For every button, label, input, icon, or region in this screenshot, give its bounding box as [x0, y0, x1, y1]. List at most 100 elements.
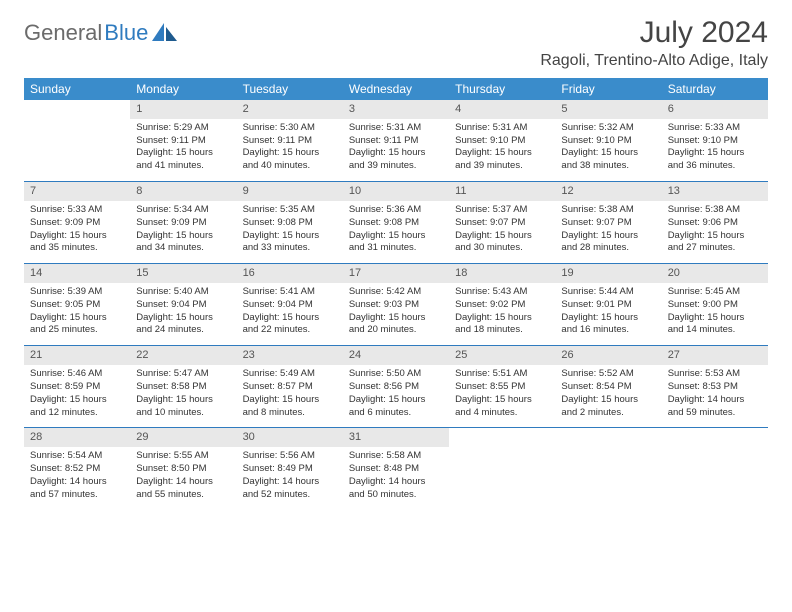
- calendar-header-row: SundayMondayTuesdayWednesdayThursdayFrid…: [24, 78, 768, 100]
- day-info: Sunrise: 5:50 AMSunset: 8:56 PMDaylight:…: [349, 368, 443, 419]
- day-info: Sunrise: 5:38 AMSunset: 9:06 PMDaylight:…: [668, 204, 762, 255]
- calendar-day-cell: 15Sunrise: 5:40 AMSunset: 9:04 PMDayligh…: [130, 264, 236, 346]
- sunset-text: Sunset: 9:00 PM: [668, 299, 762, 312]
- day-info: Sunrise: 5:36 AMSunset: 9:08 PMDaylight:…: [349, 204, 443, 255]
- sunrise-text: Sunrise: 5:50 AM: [349, 368, 443, 381]
- calendar-day-cell: 30 Sunrise: 5:56 AMSunset: 8:49 PMDayligh…: [237, 428, 343, 510]
- day-number: 19: [555, 264, 661, 283]
- day-info: Sunrise: 5:49 AMSunset: 8:57 PMDaylight:…: [243, 368, 337, 419]
- daylight-text: Daylight: 15 hours and 14 minutes.: [668, 312, 762, 338]
- day-number: 30: [237, 428, 343, 447]
- calendar-table: SundayMondayTuesdayWednesdayThursdayFrid…: [24, 78, 768, 509]
- day-info: Sunrise: 5:56 AMSunset: 8:49 PMDaylight:…: [243, 450, 337, 501]
- day-info: Sunrise: 5:43 AMSunset: 9:02 PMDaylight:…: [455, 286, 549, 337]
- sunrise-text: Sunrise: 5:49 AM: [243, 368, 337, 381]
- calendar-day-cell: 6Sunrise: 5:33 AMSunset: 9:10 PMDaylight…: [662, 100, 768, 182]
- sunrise-text: Sunrise: 5:29 AM: [136, 122, 230, 135]
- calendar-week-row: 21Sunrise: 5:46 AMSunset: 8:59 PMDayligh…: [24, 346, 768, 428]
- daylight-text: Daylight: 15 hours and 39 minutes.: [455, 147, 549, 173]
- sunset-text: Sunset: 8:54 PM: [561, 381, 655, 394]
- sunset-text: Sunset: 9:10 PM: [455, 135, 549, 148]
- calendar-day-cell: 2 Sunrise: 5:30 AMSunset: 9:11 PMDaylight…: [237, 100, 343, 182]
- sunrise-text: Sunrise: 5:38 AM: [561, 204, 655, 217]
- calendar-day-cell: 13Sunrise: 5:38 AMSunset: 9:06 PMDayligh…: [662, 182, 768, 264]
- day-number: [555, 428, 661, 447]
- sunrise-text: Sunrise: 5:41 AM: [243, 286, 337, 299]
- sunrise-text: Sunrise: 5:52 AM: [561, 368, 655, 381]
- sunrise-text: Sunrise: 5:38 AM: [668, 204, 762, 217]
- sunset-text: Sunset: 8:56 PM: [349, 381, 443, 394]
- sunrise-text: Sunrise: 5:58 AM: [349, 450, 443, 463]
- day-info: Sunrise: 5:30 AMSunset: 9:11 PMDaylight:…: [243, 122, 337, 173]
- sunrise-text: Sunrise: 5:51 AM: [455, 368, 549, 381]
- calendar-day-cell: 11Sunrise: 5:37 AMSunset: 9:07 PMDayligh…: [449, 182, 555, 264]
- daylight-text: Daylight: 14 hours and 57 minutes.: [30, 476, 124, 502]
- daylight-text: Daylight: 15 hours and 10 minutes.: [136, 394, 230, 420]
- logo-text-2: Blue: [104, 20, 148, 46]
- day-info: Sunrise: 5:58 AMSunset: 8:48 PMDaylight:…: [349, 450, 443, 501]
- sunset-text: Sunset: 8:57 PM: [243, 381, 337, 394]
- sunrise-text: Sunrise: 5:44 AM: [561, 286, 655, 299]
- sunset-text: Sunset: 9:05 PM: [30, 299, 124, 312]
- calendar-day-cell: 14Sunrise: 5:39 AMSunset: 9:05 PMDayligh…: [24, 264, 130, 346]
- day-info: Sunrise: 5:54 AMSunset: 8:52 PMDaylight:…: [30, 450, 124, 501]
- day-number: 16: [237, 264, 343, 283]
- daylight-text: Daylight: 14 hours and 50 minutes.: [349, 476, 443, 502]
- sunrise-text: Sunrise: 5:33 AM: [30, 204, 124, 217]
- sunrise-text: Sunrise: 5:54 AM: [30, 450, 124, 463]
- day-number: 3: [343, 100, 449, 119]
- day-number: [662, 428, 768, 447]
- day-info: Sunrise: 5:45 AMSunset: 9:00 PMDaylight:…: [668, 286, 762, 337]
- sunset-text: Sunset: 8:59 PM: [30, 381, 124, 394]
- daylight-text: Daylight: 15 hours and 4 minutes.: [455, 394, 549, 420]
- daylight-text: Daylight: 15 hours and 28 minutes.: [561, 230, 655, 256]
- sunset-text: Sunset: 9:06 PM: [668, 217, 762, 230]
- day-info: Sunrise: 5:47 AMSunset: 8:58 PMDaylight:…: [136, 368, 230, 419]
- daylight-text: Daylight: 15 hours and 2 minutes.: [561, 394, 655, 420]
- daylight-text: Daylight: 15 hours and 30 minutes.: [455, 230, 549, 256]
- day-number: 17: [343, 264, 449, 283]
- day-info: Sunrise: 5:39 AMSunset: 9:05 PMDaylight:…: [30, 286, 124, 337]
- calendar-week-row: 7Sunrise: 5:33 AMSunset: 9:09 PMDaylight…: [24, 182, 768, 264]
- sunrise-text: Sunrise: 5:42 AM: [349, 286, 443, 299]
- sunset-text: Sunset: 9:11 PM: [349, 135, 443, 148]
- day-number: 23: [237, 346, 343, 365]
- sunset-text: Sunset: 9:09 PM: [136, 217, 230, 230]
- calendar-day-cell: [449, 428, 555, 510]
- calendar-day-cell: 3Sunrise: 5:31 AMSunset: 9:11 PMDaylight…: [343, 100, 449, 182]
- calendar-day-cell: 12Sunrise: 5:38 AMSunset: 9:07 PMDayligh…: [555, 182, 661, 264]
- day-number: 10: [343, 182, 449, 201]
- day-number: 20: [662, 264, 768, 283]
- daylight-text: Daylight: 15 hours and 25 minutes.: [30, 312, 124, 338]
- sunrise-text: Sunrise: 5:32 AM: [561, 122, 655, 135]
- daylight-text: Daylight: 15 hours and 31 minutes.: [349, 230, 443, 256]
- sunset-text: Sunset: 8:55 PM: [455, 381, 549, 394]
- calendar-day-cell: 31Sunrise: 5:58 AMSunset: 8:48 PMDayligh…: [343, 428, 449, 510]
- daylight-text: Daylight: 15 hours and 39 minutes.: [349, 147, 443, 173]
- sunset-text: Sunset: 9:04 PM: [136, 299, 230, 312]
- day-info: Sunrise: 5:29 AMSunset: 9:11 PMDaylight:…: [136, 122, 230, 173]
- day-number: 2: [237, 100, 343, 119]
- sunrise-text: Sunrise: 5:37 AM: [455, 204, 549, 217]
- sunrise-text: Sunrise: 5:36 AM: [349, 204, 443, 217]
- day-number: 26: [555, 346, 661, 365]
- calendar-week-row: 28Sunrise: 5:54 AMSunset: 8:52 PMDayligh…: [24, 428, 768, 510]
- day-info: Sunrise: 5:31 AMSunset: 9:10 PMDaylight:…: [455, 122, 549, 173]
- daylight-text: Daylight: 15 hours and 24 minutes.: [136, 312, 230, 338]
- daylight-text: Daylight: 15 hours and 34 minutes.: [136, 230, 230, 256]
- day-number: [24, 100, 130, 119]
- calendar-day-cell: 20 Sunrise: 5:45 AMSunset: 9:00 PMDayligh…: [662, 264, 768, 346]
- calendar-day-cell: 27Sunrise: 5:53 AMSunset: 8:53 PMDayligh…: [662, 346, 768, 428]
- calendar-day-cell: 22Sunrise: 5:47 AMSunset: 8:58 PMDayligh…: [130, 346, 236, 428]
- sunset-text: Sunset: 9:10 PM: [561, 135, 655, 148]
- calendar-day-cell: 18Sunrise: 5:43 AMSunset: 9:02 PMDayligh…: [449, 264, 555, 346]
- location-label: Ragoli, Trentino-Alto Adige, Italy: [540, 52, 768, 70]
- daylight-text: Daylight: 15 hours and 33 minutes.: [243, 230, 337, 256]
- calendar-day-cell: 10 Sunrise: 5:36 AMSunset: 9:08 PMDayligh…: [343, 182, 449, 264]
- calendar-day-cell: 21Sunrise: 5:46 AMSunset: 8:59 PMDayligh…: [24, 346, 130, 428]
- daylight-text: Daylight: 14 hours and 55 minutes.: [136, 476, 230, 502]
- sunset-text: Sunset: 9:11 PM: [243, 135, 337, 148]
- day-info: Sunrise: 5:52 AMSunset: 8:54 PMDaylight:…: [561, 368, 655, 419]
- weekday-header: Monday: [130, 78, 236, 100]
- daylight-text: Daylight: 14 hours and 59 minutes.: [668, 394, 762, 420]
